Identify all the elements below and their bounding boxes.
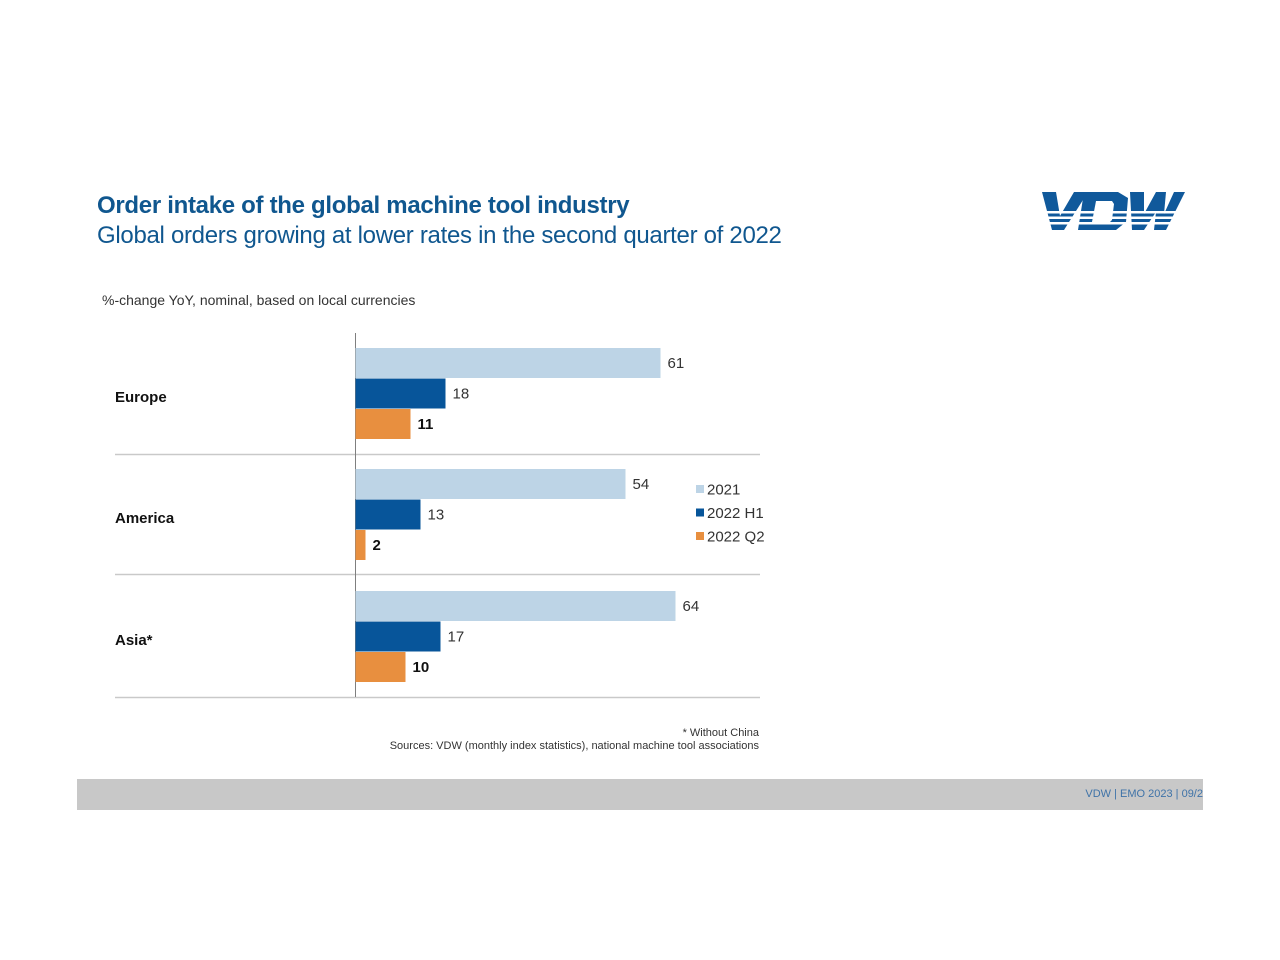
value-label-europe-2021: 61: [668, 355, 685, 372]
value-label-europe-2022-q2: 11: [418, 416, 434, 433]
value-label-america-2022-h1: 13: [428, 507, 445, 524]
footnote-asterisk: * Without China: [682, 727, 759, 739]
legend-label-2021: 2021: [707, 482, 740, 499]
legend-label-2022-q2: 2022 Q2: [707, 529, 765, 546]
footnote-sources: Sources: VDW (monthly index statistics),…: [389, 740, 759, 752]
value-label-america-2021: 54: [633, 476, 650, 493]
bar-america-2022-h1: [355, 499, 421, 530]
legend-label-2022-h1: 2022 H1: [707, 505, 764, 522]
bar-europe-2022-h1: [355, 378, 446, 409]
value-label-asia-2022-q2: 10: [413, 659, 430, 676]
unit-note: %-change YoY, nominal, based on local cu…: [102, 292, 416, 308]
bar-asia-2021: [355, 591, 676, 621]
legend-swatch-2021: [696, 485, 704, 493]
footer-bar: VDW | EMO 2023 | 09/2: [77, 779, 1203, 810]
legend-swatch-2022-h1: [696, 508, 704, 517]
slide-title: Order intake of the global machine tool …: [97, 192, 630, 219]
bar-america-2021: [355, 469, 626, 499]
legend-swatch-2022-q2: [696, 532, 704, 540]
value-label-america-2022-q2: 2: [373, 537, 381, 554]
bar-asia-2022-h1: [355, 621, 441, 652]
category-label-america: America: [115, 510, 175, 527]
footnotes: * Without China Sources: VDW (monthly in…: [390, 727, 759, 753]
category-label-europe: Europe: [115, 389, 167, 406]
bar-asia-2022-q2: [355, 652, 406, 682]
bar-america-2022-q2: [355, 530, 366, 560]
bar-europe-2022-q2: [355, 409, 411, 439]
vdw-logo: [1042, 192, 1185, 230]
value-label-asia-2021: 64: [683, 598, 700, 615]
bar-europe-2021: [355, 348, 661, 378]
category-label-asia: Asia*: [115, 632, 153, 649]
slide-subtitle: Global orders growing at lower rates in …: [97, 222, 782, 249]
value-label-asia-2022-h1: 17: [448, 629, 465, 646]
value-label-europe-2022-h1: 18: [453, 386, 470, 403]
footer-text: VDW | EMO 2023 | 09/2: [1085, 788, 1203, 800]
